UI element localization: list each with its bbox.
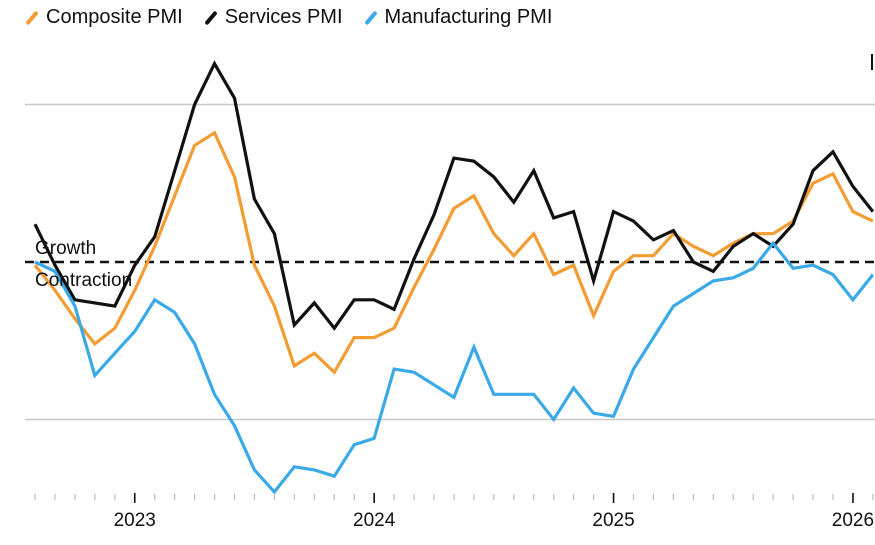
legend-item-composite[interactable]: Composite PMI	[25, 6, 183, 29]
composite-pmi-line	[33, 130, 874, 375]
legend-label-manufacturing: Manufacturing PMI	[384, 6, 553, 28]
legend-item-manufacturing[interactable]: Manufacturing PMI	[363, 6, 553, 29]
x-tick-label: 2026	[832, 510, 874, 531]
legend-item-services[interactable]: Services PMI	[204, 6, 343, 29]
gridlines	[25, 103, 875, 421]
zone-labels: Growth Contraction	[35, 238, 132, 291]
contraction-label: Contraction	[35, 270, 132, 291]
y-axis-label-fragment	[871, 54, 873, 70]
x-tick-label: 2024	[353, 510, 396, 531]
growth-label: Growth	[35, 238, 96, 259]
chart-legend: Composite PMI Services PMI Manufacturing…	[25, 6, 574, 29]
x-tick-label: 2023	[114, 510, 156, 531]
x-axis: 2023 2024 2025 2026	[34, 493, 874, 531]
x-tick-label: 2025	[592, 510, 634, 531]
legend-label-services: Services PMI	[224, 6, 343, 28]
legend-label-composite: Composite PMI	[46, 6, 183, 28]
services-pmi-line	[33, 60, 875, 331]
series-lines	[33, 60, 875, 495]
manufacturing-pmi-line	[34, 240, 875, 495]
